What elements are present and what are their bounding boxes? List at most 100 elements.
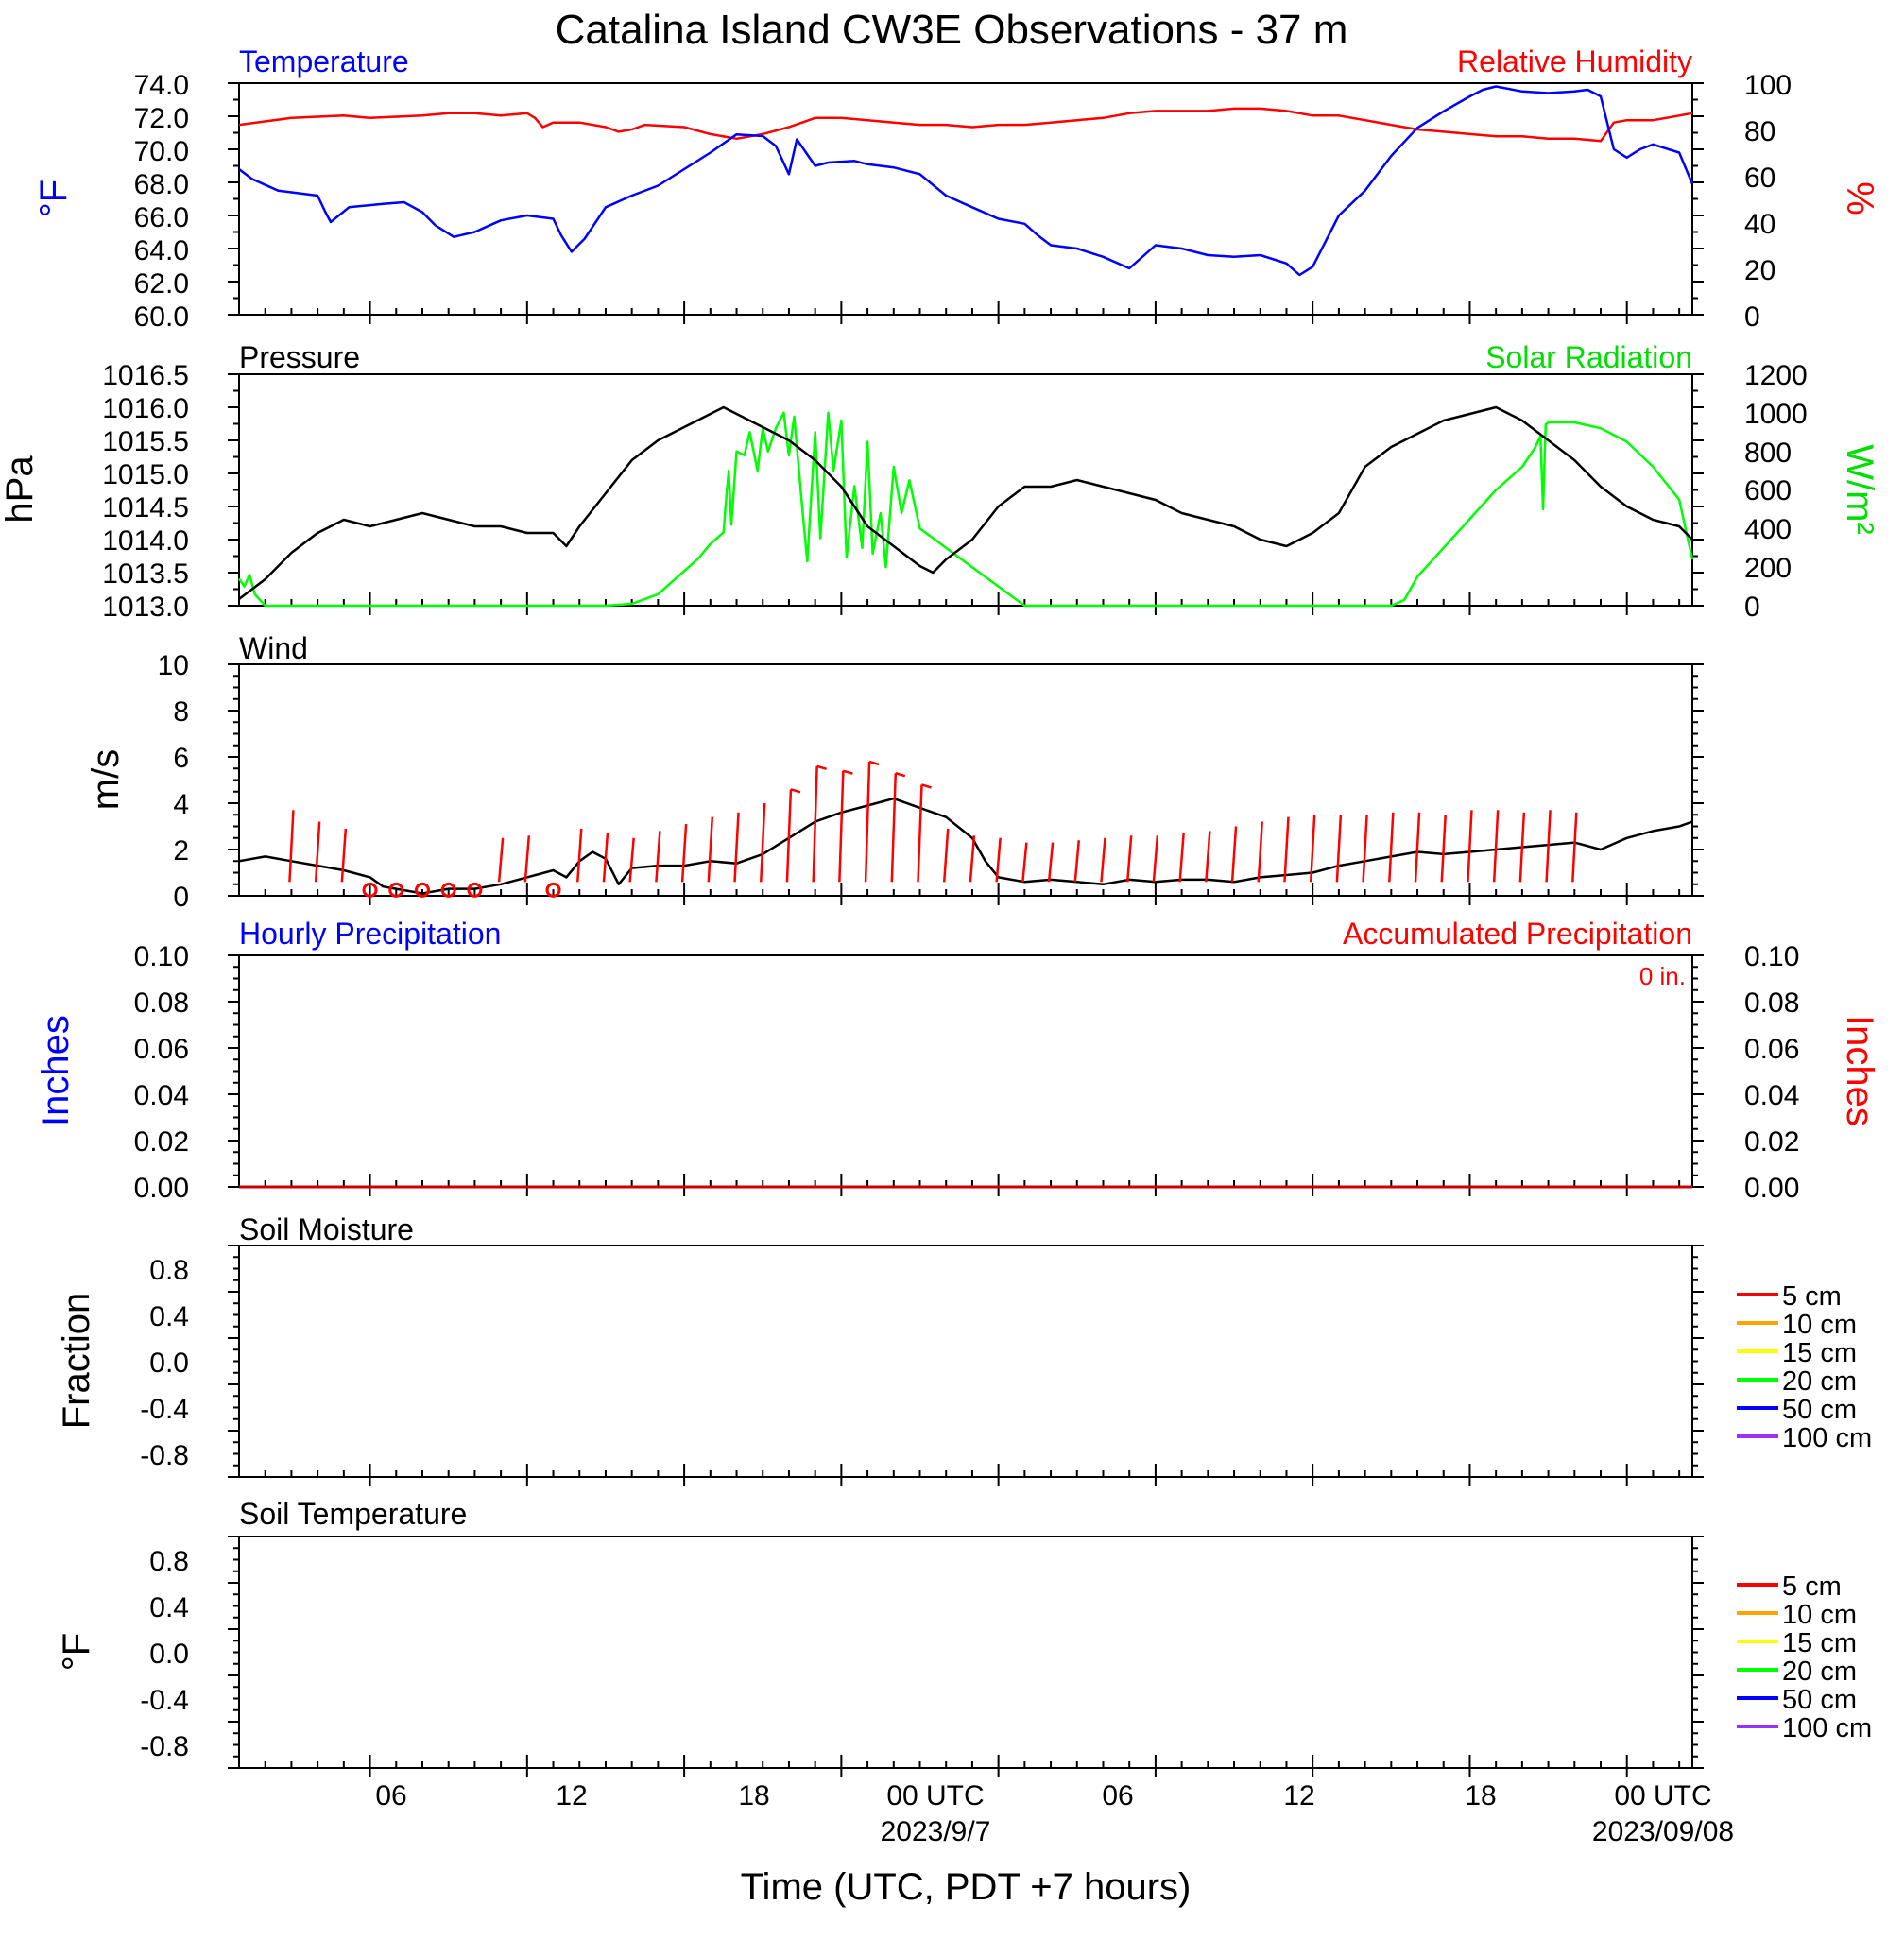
panel-temp-rh-frame xyxy=(238,82,1693,316)
soil-moisture-legend: 5 cm 10 cm 15 cm 20 cm 50 cm 100 cm xyxy=(1737,1281,1872,1453)
humidity-title: Relative Humidity xyxy=(1457,44,1692,78)
wind-barb xyxy=(1047,842,1055,883)
solar-tick: 600 xyxy=(1744,475,1792,506)
wind-barb xyxy=(1440,815,1447,883)
wind-barb xyxy=(576,828,583,883)
solar-axis: 1200 1000 800 600 400 200 0 xyxy=(1744,360,1808,623)
wind-barb xyxy=(680,823,688,883)
x-date-label: 2023/09/08 xyxy=(1592,1816,1734,1847)
soil-temp-legend: 5 cm 10 cm 15 cm 20 cm 50 cm 100 cm xyxy=(1737,1571,1872,1743)
hourly-precip-tick: 0.02 xyxy=(134,1126,189,1158)
soil-temp-unit: °F xyxy=(56,1633,97,1671)
panel-soil-temp: Soil Temperature °F 0.8 0.4 0.0 -0.4 -0.… xyxy=(56,1497,1872,1769)
temperature-tick: 72.0 xyxy=(134,103,189,134)
humidity-unit: % xyxy=(1839,181,1880,215)
soil-temp-tick: 0.0 xyxy=(149,1639,189,1670)
soil-temp-axis: 0.8 0.4 0.0 -0.4 -0.8 xyxy=(140,1546,189,1762)
hourly-precip-unit: Inches xyxy=(35,1015,77,1126)
accum-precip-tick: 0.00 xyxy=(1744,1173,1799,1204)
wind-barb xyxy=(1021,842,1028,883)
pressure-tick: 1013.5 xyxy=(102,558,189,590)
soil-moisture-tick: 0.0 xyxy=(149,1348,189,1379)
x-date-label: 2023/9/7 xyxy=(881,1816,991,1847)
wind-tick: 8 xyxy=(173,696,189,728)
series-temperature xyxy=(238,85,1694,277)
temperature-axis: 74.0 72.0 70.0 68.0 66.0 64.0 62.0 60.0 xyxy=(134,70,189,333)
panel-wind-frame xyxy=(238,663,1693,897)
accum-precip-tick: 0.10 xyxy=(1744,941,1799,972)
soil-moisture-unit: Fraction xyxy=(56,1293,97,1430)
accum-precip-annotation: 0 in. xyxy=(1639,962,1686,990)
wind-barb xyxy=(890,773,898,883)
x-tick-label: 00 UTC xyxy=(1614,1780,1711,1811)
panel-temp-rh: Temperature Relative Humidity °F % 74.0 … xyxy=(33,44,1880,333)
wind-barb xyxy=(1152,835,1159,883)
legend-label-10cm: 10 cm xyxy=(1782,1310,1857,1340)
pressure-tick: 1015.5 xyxy=(102,426,189,457)
temperature-tick: 60.0 xyxy=(134,301,189,333)
humidity-tick: 60 xyxy=(1744,163,1775,194)
hourly-precip-tick: 0.10 xyxy=(134,941,189,972)
pressure-tick: 1013.0 xyxy=(102,592,189,623)
wind-barb xyxy=(1309,815,1316,883)
wind-barb xyxy=(1073,840,1081,883)
wind-barb xyxy=(707,816,714,883)
soil-temp-tick: -0.4 xyxy=(140,1685,189,1716)
wind-barb xyxy=(1571,812,1578,883)
wind-calm-marker xyxy=(467,882,483,898)
wind-barb-flag xyxy=(816,764,828,770)
x-tick-label: 12 xyxy=(1283,1780,1314,1811)
hourly-precip-tick: 0.04 xyxy=(134,1080,189,1111)
wind-title: Wind xyxy=(239,631,308,665)
soil-temp-title: Soil Temperature xyxy=(239,1497,467,1531)
wind-barb xyxy=(314,821,321,883)
x-tick-label: 06 xyxy=(1102,1780,1133,1811)
x-tick-label: 06 xyxy=(375,1780,406,1811)
hourly-precip-tick: 0.00 xyxy=(134,1173,189,1204)
legend-label-100cm: 100 cm xyxy=(1782,1423,1872,1453)
legend-label-100cm: 100 cm xyxy=(1782,1713,1872,1743)
hourly-precip-title: Hourly Precipitation xyxy=(239,917,501,951)
pressure-tick: 1015.0 xyxy=(102,459,189,490)
temperature-tick: 62.0 xyxy=(134,268,189,300)
pressure-title: Pressure xyxy=(239,340,360,374)
soil-moisture-tick: -0.4 xyxy=(140,1394,189,1425)
soil-moisture-tick: 0.8 xyxy=(149,1255,189,1286)
wind-barb xyxy=(1205,831,1211,883)
wind-barb-flag xyxy=(921,783,932,789)
temperature-tick: 68.0 xyxy=(134,169,189,200)
legend-label-20cm: 20 cm xyxy=(1782,1366,1857,1397)
temperature-tick: 74.0 xyxy=(134,70,189,101)
humidity-tick: 40 xyxy=(1744,209,1775,240)
wind-calm-marker xyxy=(388,882,404,898)
pressure-axis: 1016.5 1016.0 1015.5 1015.0 1014.5 1014.… xyxy=(102,360,189,623)
wind-barb xyxy=(969,835,976,883)
solar-tick: 1000 xyxy=(1744,399,1808,430)
wind-barb xyxy=(523,835,531,883)
legend-label-15cm: 15 cm xyxy=(1782,1628,1857,1658)
humidity-axis: 100 80 60 40 20 0 xyxy=(1744,70,1792,333)
wind-calm-marker xyxy=(440,882,456,898)
wind-barb xyxy=(812,765,818,883)
wind-barb-flag xyxy=(843,769,853,775)
wind-barb xyxy=(288,810,295,883)
wind-barb xyxy=(497,837,505,883)
wind-barb xyxy=(942,828,950,883)
wind-barb xyxy=(864,761,871,883)
wind-barb xyxy=(785,789,793,883)
chart-title: Catalina Island CW3E Observations - 37 m xyxy=(556,7,1348,53)
wind-barb xyxy=(759,802,766,883)
panel-precip-frame xyxy=(238,954,1693,1188)
temperature-unit: °F xyxy=(33,180,75,217)
legend-label-50cm: 50 cm xyxy=(1782,1395,1857,1425)
panel-wind: Wind m/s 10 8 6 4 2 0 xyxy=(85,631,1693,913)
wind-barb xyxy=(838,770,845,883)
hourly-precip-tick: 0.06 xyxy=(134,1034,189,1065)
x-tick-label: 18 xyxy=(738,1780,769,1811)
wind-barb-flag xyxy=(895,771,906,778)
temperature-tick: 64.0 xyxy=(134,235,189,266)
hourly-precip-tick: 0.08 xyxy=(134,987,189,1019)
accum-precip-title: Accumulated Precipitation xyxy=(1343,917,1692,951)
solar-unit: W/m² xyxy=(1839,444,1880,535)
wind-calm-marker xyxy=(362,882,378,898)
